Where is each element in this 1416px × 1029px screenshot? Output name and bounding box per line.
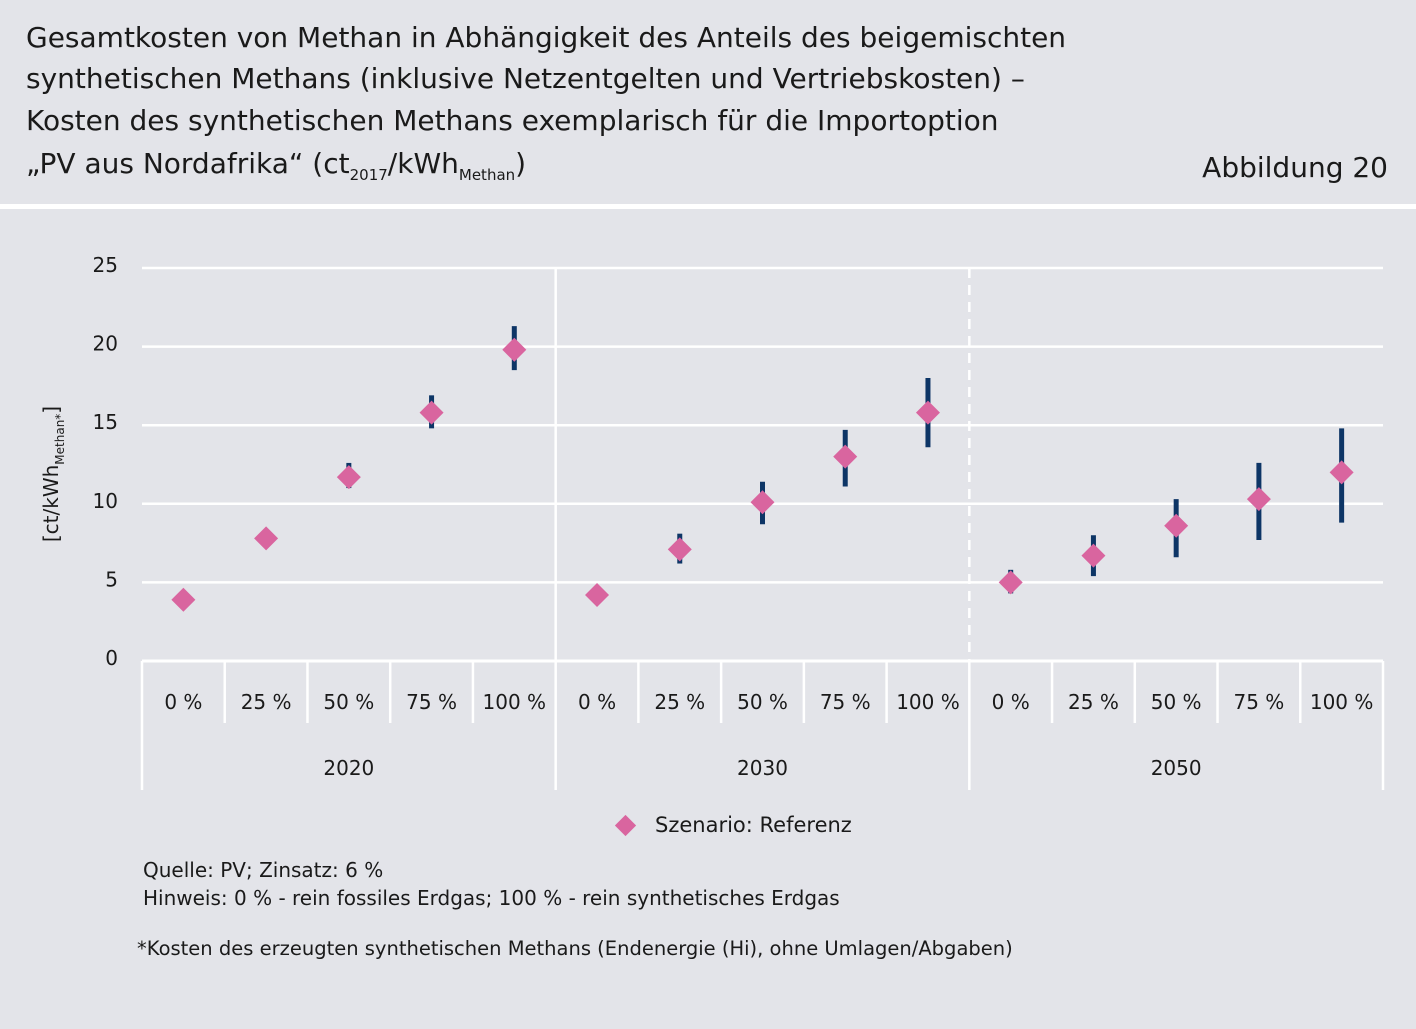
chart-title-line-1: Gesamtkosten von Methan in Abhängigkeit … (26, 21, 1067, 54)
x-category-label: 100 % (483, 690, 547, 714)
y-tick-label: 0 (105, 646, 118, 670)
x-category-label: 25 % (241, 690, 292, 714)
legend-diamond-icon (614, 814, 637, 836)
title-text-c: ) (515, 147, 527, 180)
x-category-label: 75 % (820, 690, 871, 714)
data-point-diamond (1329, 460, 1354, 485)
y-axis-label: [ct/kWhMethan*] (39, 406, 67, 542)
data-point-diamond (254, 526, 279, 551)
data-point-diamond (502, 337, 527, 362)
data-point-diamond (667, 537, 692, 562)
y-tick-label: 5 (105, 567, 118, 591)
title-text-a: „PV aus Nordafrika“ (ct (26, 147, 350, 180)
x-group-label: 2030 (737, 756, 788, 780)
x-category-label: 100 % (896, 690, 960, 714)
chart-title-line-3: Kosten des synthetischen Methans exempla… (26, 104, 999, 137)
x-category-label: 50 % (1151, 690, 1202, 714)
x-category-label: 75 % (406, 690, 457, 714)
y-tick-label: 10 (93, 489, 118, 513)
chart-title-line-2: synthetischen Methans (inklusive Netzent… (26, 62, 1025, 95)
source-note: Quelle: PV; Zinsatz: 6 % (143, 858, 384, 882)
x-category-label: 0 % (992, 690, 1030, 714)
hint-note: Hinweis: 0 % - rein fossiles Erdgas; 100… (143, 886, 840, 910)
data-point-diamond (1081, 543, 1106, 568)
title-text-b: /kWh (387, 147, 459, 180)
figure-label: Abbildung 20 (1202, 151, 1388, 184)
y-tick-label: 15 (93, 410, 118, 434)
x-category-label: 75 % (1233, 690, 1284, 714)
data-point-diamond (419, 400, 444, 425)
x-category-label: 50 % (323, 690, 374, 714)
x-group-label: 2050 (1151, 756, 1202, 780)
data-point-diamond (750, 490, 775, 515)
title-sub-year: 2017 (349, 166, 388, 184)
x-category-label: 0 % (164, 690, 202, 714)
chart-title-line-4: „PV aus Nordafrika“ (ct2017/kWhMethan) (26, 144, 526, 184)
x-category-label: 25 % (654, 690, 705, 714)
data-point-diamond (998, 570, 1023, 595)
header: Gesamtkosten von Methan in Abhängigkeit … (0, 0, 1416, 203)
data-point-diamond (833, 444, 858, 469)
data-point-diamond (585, 582, 610, 607)
data-point-diamond (1246, 487, 1271, 512)
header-divider (0, 204, 1416, 209)
data-point-diamond (336, 465, 361, 490)
x-category-label: 100 % (1310, 690, 1374, 714)
footnote: *Kosten des erzeugten synthetischen Meth… (137, 937, 1013, 960)
data-point-diamond (171, 587, 196, 612)
x-category-label: 25 % (1068, 690, 1119, 714)
title-sub-methan: Methan (458, 166, 516, 184)
legend: Szenario: Referenz (612, 810, 852, 840)
data-point-diamond (1164, 513, 1189, 538)
x-category-label: 50 % (737, 690, 788, 714)
data-point-diamond (915, 400, 940, 425)
x-category-label: 0 % (578, 690, 616, 714)
y-tick-label: 25 (93, 253, 118, 277)
x-group-label: 2020 (323, 756, 374, 780)
y-tick-label: 20 (93, 332, 118, 356)
legend-label: Szenario: Referenz (655, 813, 852, 837)
